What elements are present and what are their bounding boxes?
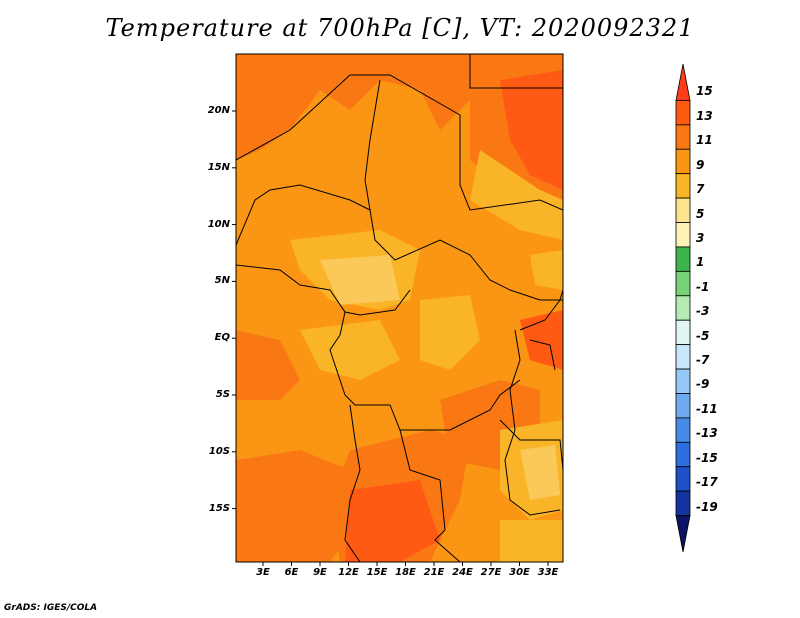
colorbar-label: 15 bbox=[696, 84, 713, 99]
colorbar-label: 5 bbox=[696, 206, 705, 221]
colorbar-label: 3 bbox=[696, 230, 705, 245]
colorbar-label: 1 bbox=[696, 255, 705, 270]
lon-tick-label: 9E bbox=[313, 567, 327, 578]
colorbar-swatch bbox=[675, 441, 691, 468]
colorbar-swatch bbox=[675, 490, 691, 516]
temperature-field bbox=[236, 54, 563, 562]
colorbar-label: -7 bbox=[696, 353, 710, 368]
colorbar-swatch bbox=[675, 393, 691, 419]
lon-tick-label: 12E bbox=[338, 567, 359, 578]
colorbar-label: 13 bbox=[696, 108, 713, 123]
colorbar-swatch bbox=[675, 222, 691, 248]
lon-tick-label: 6E bbox=[284, 567, 299, 578]
lon-tick-label: 15E bbox=[366, 567, 388, 578]
colorbar-swatch bbox=[675, 295, 691, 321]
colorbar-swatch bbox=[675, 515, 691, 553]
lat-tick-label: 15S bbox=[208, 502, 230, 514]
lat-tick-label: 10S bbox=[208, 445, 230, 457]
lon-tick-label: 18E bbox=[395, 567, 416, 578]
country-borders bbox=[236, 54, 563, 562]
colorbar-swatch bbox=[675, 270, 691, 297]
colorbar-swatch bbox=[675, 368, 691, 394]
colorbar-swatch bbox=[675, 100, 691, 126]
lat-tick-label: EQ bbox=[214, 332, 230, 344]
colorbar-swatch bbox=[675, 197, 691, 223]
lon-tick-label: 24E bbox=[452, 567, 473, 578]
colorbar-label: 11 bbox=[696, 133, 713, 148]
colorbar-label: 7 bbox=[696, 182, 705, 197]
colorbar-swatch bbox=[675, 417, 691, 443]
lon-tick-label: 27E bbox=[480, 567, 502, 578]
colorbar-label: -13 bbox=[696, 426, 718, 441]
lat-tick-label: 20N bbox=[207, 105, 230, 116]
colorbar bbox=[675, 63, 691, 553]
lon-tick-label: 33E bbox=[537, 567, 559, 578]
lat-tick-label: 15N bbox=[207, 161, 230, 173]
colorbar-swatch bbox=[675, 173, 691, 199]
map-title: Temperature at 700hPa [C], VT: 202009232… bbox=[105, 14, 695, 42]
grads-credit: GrADS: IGES/COLA bbox=[4, 603, 98, 613]
colorbar-swatch bbox=[675, 124, 691, 150]
lon-tick-label: 3E bbox=[256, 567, 270, 578]
colorbar-label: -17 bbox=[696, 475, 718, 490]
colorbar-label: -11 bbox=[696, 401, 718, 416]
lon-tick-label: 30E bbox=[509, 567, 530, 578]
colorbar-label: -15 bbox=[696, 450, 718, 465]
lat-tick-label: 10N bbox=[207, 218, 230, 230]
lon-tick-label: 21E bbox=[423, 567, 445, 578]
colorbar-label: -3 bbox=[696, 304, 710, 319]
colorbar-swatch bbox=[675, 63, 691, 101]
colorbar-label: -1 bbox=[696, 279, 710, 294]
colorbar-swatch bbox=[675, 466, 691, 492]
colorbar-label: 9 bbox=[696, 157, 705, 172]
lat-tick-label: 5S bbox=[215, 389, 230, 400]
colorbar-swatch bbox=[675, 148, 691, 175]
colorbar-swatch bbox=[675, 344, 691, 370]
colorbar-label: -9 bbox=[696, 377, 710, 392]
colorbar-swatch bbox=[675, 246, 691, 272]
colorbar-label: -5 bbox=[696, 328, 710, 343]
lat-tick-label: 5N bbox=[214, 275, 230, 287]
colorbar-swatch bbox=[675, 319, 691, 346]
colorbar-label: -19 bbox=[696, 499, 718, 514]
map-frame bbox=[235, 53, 564, 563]
